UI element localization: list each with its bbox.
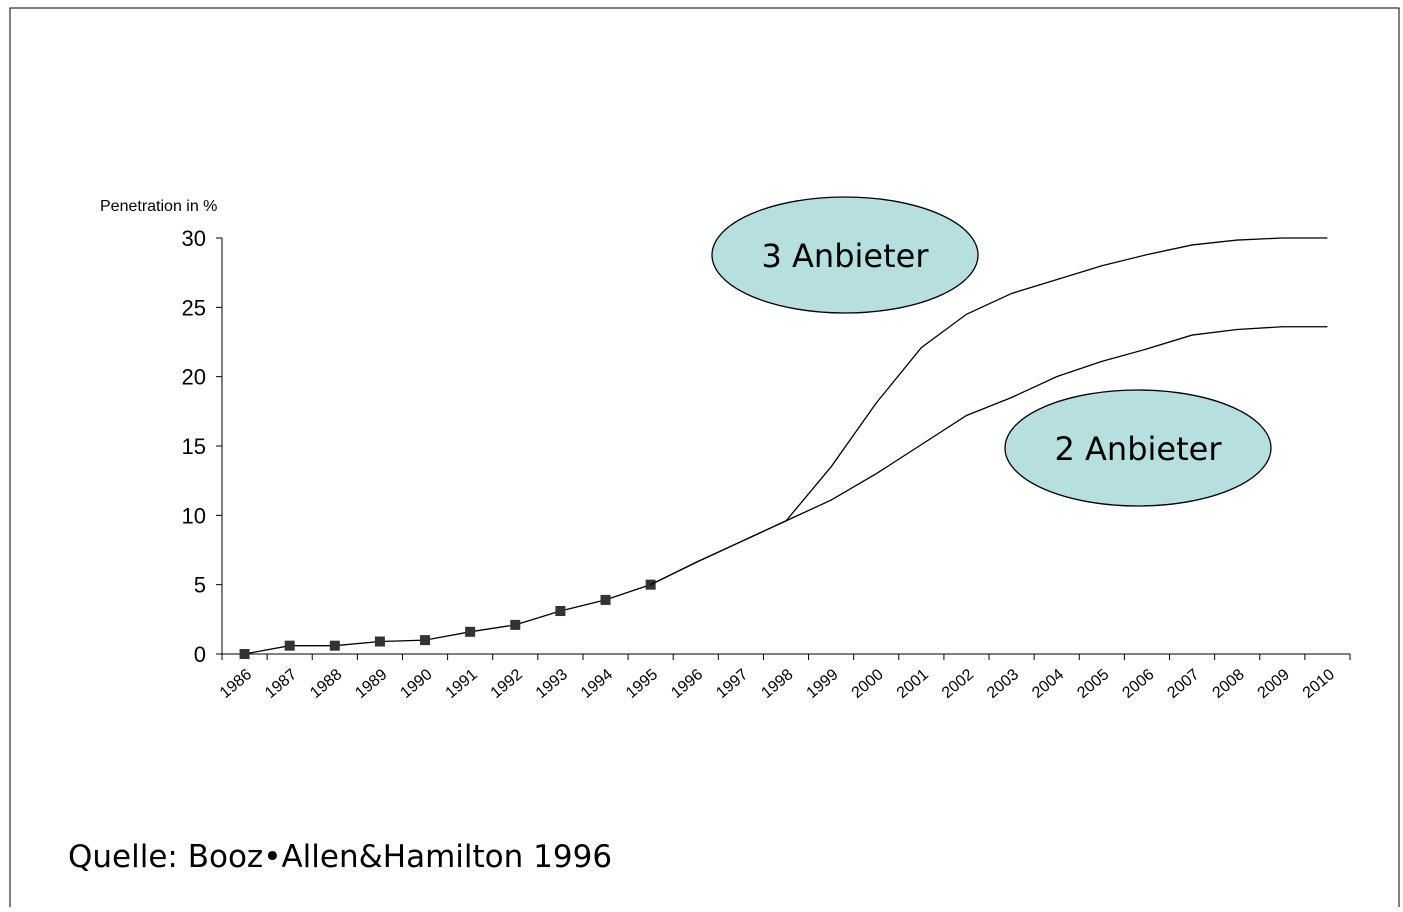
x-tick-label: 2010 (1300, 666, 1338, 702)
line (244, 584, 651, 655)
marker (555, 606, 566, 617)
y-tick-label: 10 (182, 503, 206, 528)
x-tick-label: 1991 (443, 666, 481, 702)
x-tick-label: 1998 (758, 666, 796, 702)
line (650, 326, 1328, 586)
x-tick-label: 1994 (578, 666, 616, 702)
x-tick-label: 2007 (1164, 666, 1202, 702)
marker (600, 594, 611, 605)
x-tick-label: 2009 (1255, 666, 1293, 702)
marker (510, 619, 521, 630)
y-tick-label: 25 (182, 295, 206, 320)
series-label-bubble (711, 196, 979, 314)
y-axis-label: Penetration in % (100, 198, 217, 215)
source: Quelle: Booz•Allen&Hamilton 1996 (68, 839, 612, 875)
series-label: 2 Anbieter (1055, 430, 1223, 468)
x-tick-label: 1997 (713, 666, 751, 702)
x-tick-label: 1992 (488, 666, 526, 702)
x-tick-label: 1996 (668, 666, 706, 702)
marker (420, 635, 431, 646)
marker (329, 640, 340, 651)
x-tick-label: 1993 (533, 666, 571, 702)
x-tick-label: 1988 (307, 666, 345, 702)
y-tick-label: 5 (194, 573, 206, 598)
marker (465, 626, 476, 637)
y-tick-label: 0 (194, 642, 206, 667)
y-tick-label: 20 (182, 365, 206, 390)
x-tick-label: 1986 (217, 666, 255, 702)
y-tick-label: 15 (182, 434, 206, 459)
x-tick-label: 2006 (1119, 666, 1157, 702)
series-label-bubble (1004, 389, 1272, 507)
x-tick-label: 2008 (1210, 666, 1248, 702)
y-tick-label: 30 (182, 226, 206, 251)
x-tick-label: 1990 (397, 666, 435, 702)
x-tick-label: 1987 (262, 666, 300, 702)
x-tick-label: 2005 (1074, 666, 1112, 702)
x-tick-label: 2002 (939, 666, 977, 702)
frame (9, 7, 1400, 912)
marker (284, 640, 295, 651)
x-tick-label: 2004 (1029, 666, 1067, 702)
marker (374, 636, 385, 647)
x-tick-label: 1999 (803, 666, 841, 702)
marker (239, 649, 250, 659)
series-label: 3 Anbieter (762, 237, 930, 275)
x-tick-label: 2000 (849, 666, 887, 702)
x-tick-label: 2001 (894, 666, 932, 702)
x-tick-label: 1989 (352, 666, 390, 702)
x-tick-label: 1995 (623, 666, 661, 702)
x-tick-label: 2003 (984, 666, 1022, 702)
